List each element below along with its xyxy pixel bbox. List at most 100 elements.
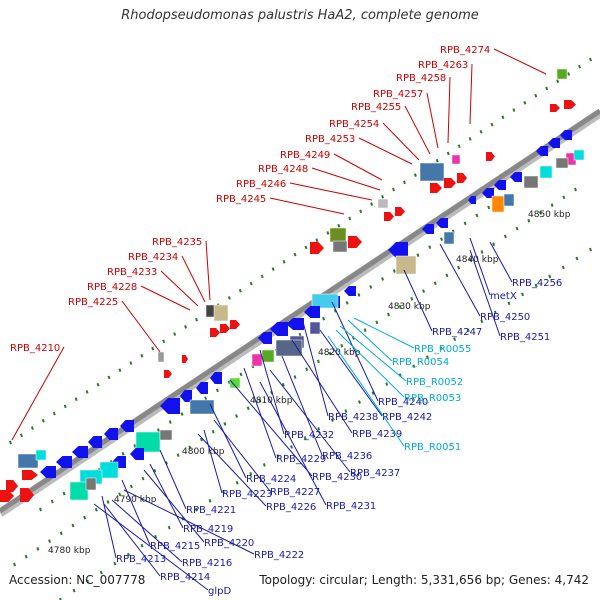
inner-tick-mark [86,579,90,584]
forward-label-leader [333,153,383,181]
outer-tick-mark [96,382,100,387]
forward-gene-arrow [0,490,14,502]
forward-gene-arrow [20,488,34,502]
gene-box [332,240,348,253]
gene-box [213,304,229,322]
genome-title: Rhodopseudomonas palustris HaA2, complet… [121,8,479,23]
reverse-gene-arrow [286,318,304,330]
inner-tick-mark [133,444,137,448]
reverse-gene-label: RPB_4219 [183,524,233,535]
outer-tick-mark [381,194,385,199]
inner-tick-mark [561,265,565,270]
inner-tick-mark [72,588,76,593]
outer-tick-mark [457,144,461,149]
outer-tick-mark [315,238,319,242]
reverse-label-leader [203,429,223,494]
inner-tick-mark [235,414,239,418]
reverse-gene-arrow [436,218,448,228]
scale-label: 4810 kbp [250,396,293,406]
outer-tick-mark [534,93,538,98]
inner-tick-mark [538,211,542,215]
forward-gene-label: RPB_4263 [418,60,468,71]
reverse-gene-arrow [104,428,118,440]
outer-tick-mark [490,122,494,127]
outer-tick-mark [556,79,560,83]
inner-tick-mark [575,256,579,261]
inner-tick-mark [39,507,42,512]
reverse-gene-arrow [304,306,320,318]
inner-tick-mark [157,428,160,432]
inner-tick-mark [521,292,524,297]
reverse-gene-arrow [56,456,72,468]
inner-tick-mark [340,343,344,348]
reverse-gene-arrow [548,138,560,148]
outer-tick-mark [173,332,177,336]
inner-tick-mark [239,372,243,377]
scale-label: 4830 kbp [388,302,431,312]
accession-text: Accession: NC_007778 [9,573,146,587]
inner-tick-mark [333,308,337,313]
inner-tick-mark [492,242,496,247]
forward-gene-arrow [230,320,240,329]
rna-label-leader [339,325,407,382]
inner-tick-mark [371,391,375,395]
inner-tick-mark [550,203,554,207]
inner-tick-mark [71,523,75,528]
outer-tick-mark [370,202,374,206]
inner-tick-mark [344,409,348,413]
forward-gene-label: RPB_4228 [87,282,137,293]
reverse-gene-arrow [130,448,144,460]
inner-tick-mark [345,301,349,305]
inner-tick-mark [276,454,280,458]
inner-tick-mark [293,375,297,379]
scale-label: 4790 kbp [114,495,157,505]
forward-label-leader [493,48,547,75]
forward-gene-arrow [210,328,220,337]
reverse-label-leader [403,269,433,332]
inner-tick-mark [433,281,437,286]
inner-tick-mark [322,316,326,321]
inner-tick-mark [503,234,507,239]
inner-tick-mark [83,515,87,520]
reverse-label-leader [197,433,267,507]
outer-tick-mark [260,274,264,279]
outer-tick-mark [19,433,23,438]
outer-tick-mark [238,288,242,293]
inner-tick-mark [574,187,577,192]
forward-gene-arrow [348,236,362,248]
inner-tick-mark [290,445,293,449]
inner-tick-mark [113,561,117,566]
gene-box [275,339,303,357]
forward-gene-label: RPB_4254 [329,119,379,130]
gene-box [189,399,215,415]
outer-tick-mark [118,368,122,373]
outer-tick-mark [501,115,505,120]
gene-box [159,429,173,441]
forward-gene-arrow [395,207,405,216]
reverse-label-leader [331,301,379,402]
reverse-gene-label: RPB_4224 [246,474,296,485]
forward-label-leader [289,182,373,201]
forward-gene-arrow [444,178,456,188]
inner-tick-mark [167,525,171,530]
inner-tick-mark [164,461,168,465]
forward-gene-label: RPB_4255 [351,102,401,113]
forward-gene-label: RPB_4274 [440,45,490,56]
rna-gene-label: RPB_R0051 [404,442,461,453]
reverse-label-leader [269,369,351,473]
outer-tick-mark [545,86,549,91]
forward-gene-arrow [486,152,495,161]
inner-tick-mark [180,412,184,416]
forward-gene-arrow [22,470,38,480]
rna-gene-label: RPB_R0052 [406,377,463,388]
reverse-gene-label: RPB_4250 [480,312,530,323]
inner-tick-mark [194,507,198,512]
reverse-gene-label: RPB_4220 [204,538,254,549]
outer-tick-mark [282,260,286,264]
outer-tick-mark [30,426,34,430]
gene-box [69,481,89,501]
outer-tick-mark [151,346,155,351]
reverse-gene-arrow [180,390,192,402]
